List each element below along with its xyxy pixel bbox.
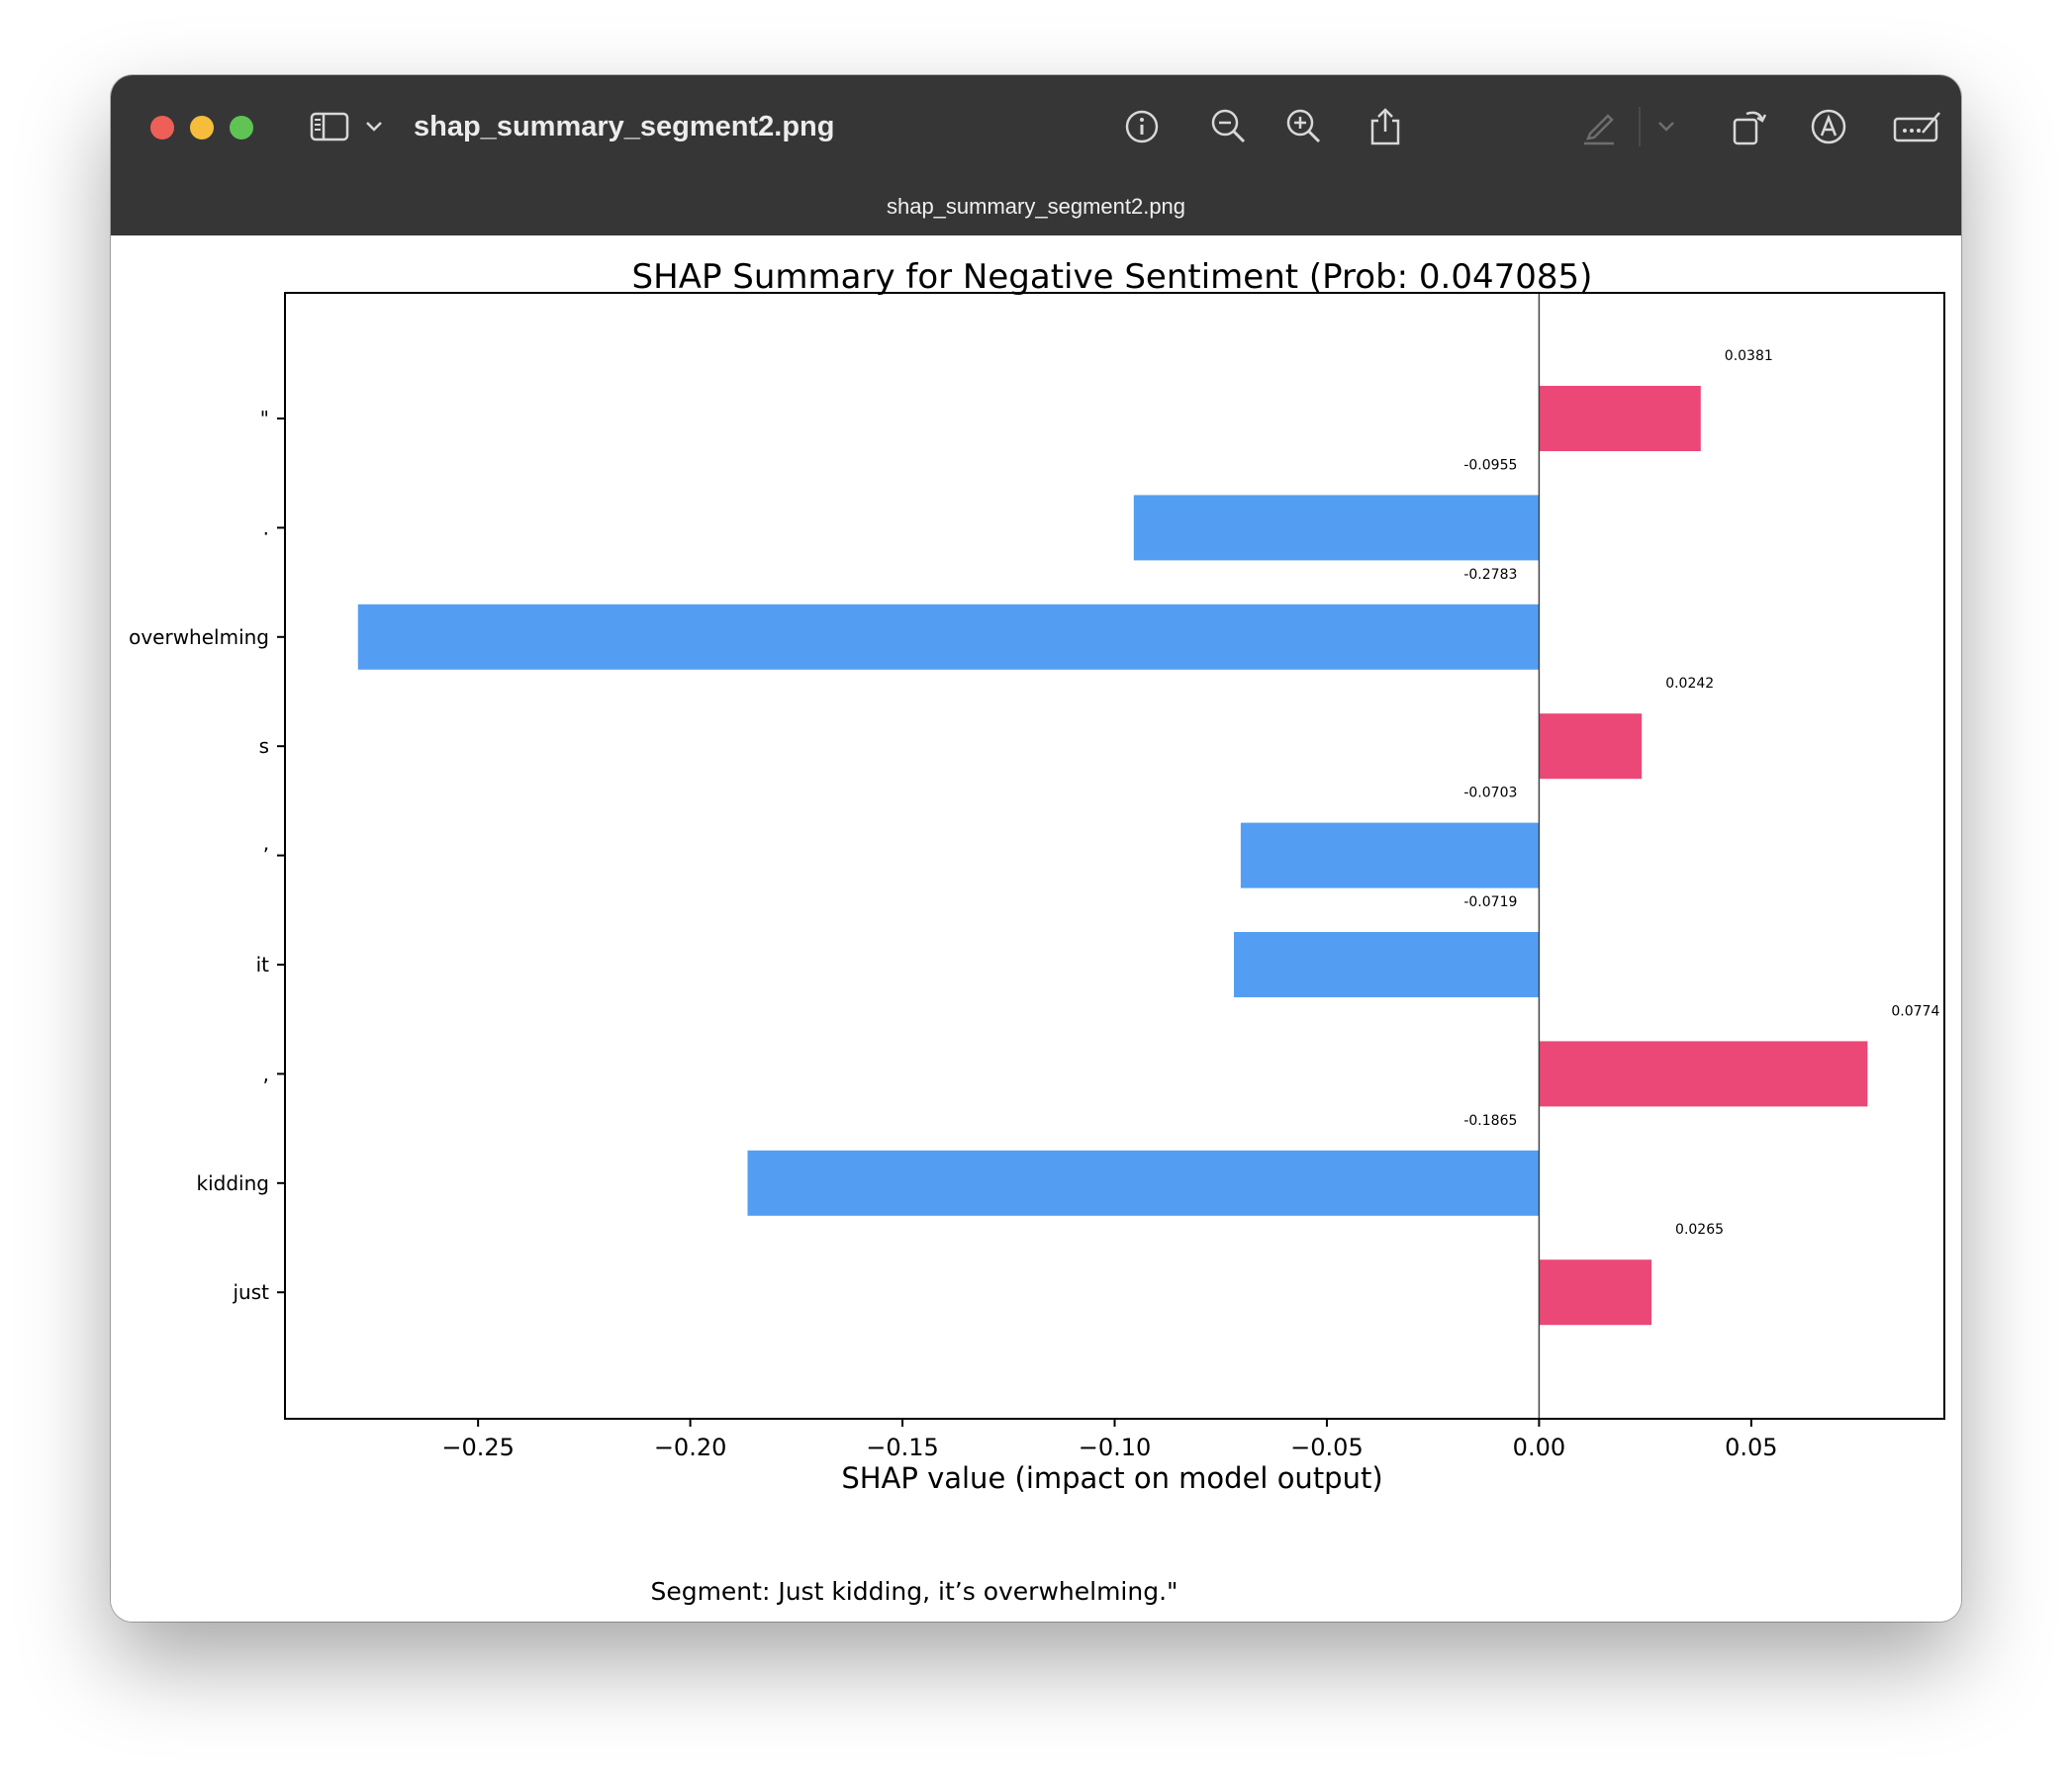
x-axis-label: SHAP value (impact on model output) [841, 1461, 1382, 1495]
value-label-5: -0.0719 [1463, 894, 1517, 910]
tab-title: shap_summary_segment2.png [886, 194, 1186, 219]
close-window-button[interactable] [150, 116, 174, 140]
bar-1 [1133, 495, 1540, 561]
value-label-7: -0.1865 [1463, 1113, 1517, 1129]
y-tick-label-1: . [263, 515, 269, 539]
value-label-4: -0.0703 [1463, 786, 1517, 801]
x-tick-label-1: −0.20 [654, 1434, 727, 1461]
titlebar: shap_summary_segment2.png [111, 75, 1961, 236]
y-tick-label-7: kidding [197, 1171, 269, 1195]
x-tick-label-5: 0.00 [1513, 1434, 1565, 1461]
bar-6 [1539, 1041, 1868, 1107]
sidebar-icon[interactable] [307, 75, 352, 178]
x-tick-label-2: −0.15 [866, 1434, 939, 1461]
markup-icon[interactable] [1809, 75, 1848, 178]
value-label-3: 0.0242 [1665, 676, 1714, 692]
plot-frame [284, 292, 1945, 1420]
x-tick-label-0: −0.25 [441, 1434, 515, 1461]
toolbar-divider [1639, 75, 1641, 178]
value-label-1: -0.0955 [1463, 457, 1517, 473]
y-tick-label-2: overwhelming [129, 625, 269, 649]
bar-8 [1539, 1259, 1652, 1326]
info-icon[interactable] [1122, 75, 1162, 178]
preview-window: shap_summary_segment2.png [111, 75, 1961, 1622]
value-label-6: 0.0774 [1891, 1003, 1939, 1019]
x-tick-label-6: 0.05 [1725, 1434, 1777, 1461]
chevron-down-icon[interactable] [1654, 75, 1678, 178]
document-title: shap_summary_segment2.png [414, 110, 835, 142]
y-tick-label-3: s [259, 734, 269, 758]
zoom-in-icon[interactable] [1284, 75, 1324, 178]
bar-0 [1539, 386, 1701, 451]
shap-bar-chart: SHAP Summary for Negative Sentiment (Pro… [129, 257, 1945, 1606]
value-label-0: 0.0381 [1725, 348, 1773, 364]
highlight-pen-icon[interactable] [1579, 75, 1619, 178]
bar-3 [1539, 713, 1643, 780]
segment-caption: Segment: Just kidding, it’s overwhelming… [650, 1577, 1177, 1606]
share-icon[interactable] [1366, 75, 1405, 178]
y-tick-label-0: " [260, 407, 269, 430]
value-label-2: -0.2783 [1463, 567, 1517, 583]
rotate-icon[interactable] [1730, 75, 1769, 178]
image-viewport[interactable]: SHAP Summary for Negative Sentiment (Pro… [111, 235, 1961, 1622]
y-tick-label-5: it [256, 953, 270, 977]
chart-title: SHAP Summary for Negative Sentiment (Pro… [632, 257, 1593, 297]
maximize-window-button[interactable] [230, 116, 253, 140]
y-tick-label-6: , [263, 1062, 269, 1085]
bar-7 [747, 1150, 1540, 1216]
bar-4 [1240, 822, 1540, 888]
x-tick-label-4: −0.05 [1290, 1434, 1364, 1461]
signature-icon[interactable] [1892, 75, 1943, 178]
value-label-8: 0.0265 [1675, 1222, 1724, 1238]
x-tick-label-3: −0.10 [1079, 1434, 1152, 1461]
y-tick-label-4: ’ [263, 844, 269, 868]
y-tick-label-8: just [233, 1280, 270, 1304]
chevron-down-icon[interactable] [362, 75, 386, 178]
zoom-out-icon[interactable] [1209, 75, 1249, 178]
bar-5 [1234, 932, 1540, 997]
minimize-window-button[interactable] [190, 116, 214, 140]
bar-2 [357, 604, 1540, 670]
